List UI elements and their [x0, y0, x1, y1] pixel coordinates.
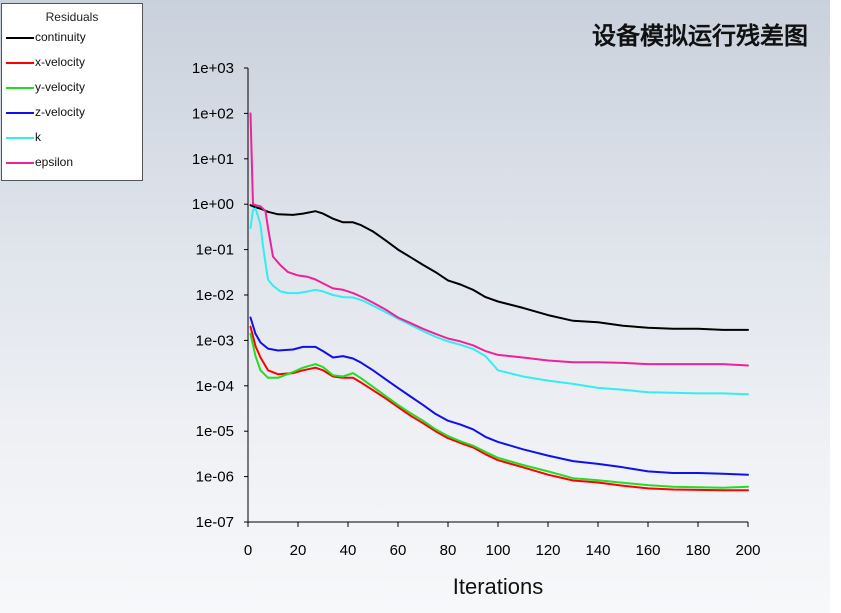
x-tick-label: 200 [735, 542, 760, 559]
legend-label: x-velocity [35, 55, 86, 69]
series-line-z-velocity [249, 316, 749, 476]
series-line-continuity [249, 204, 749, 331]
legend-swatch [6, 112, 34, 114]
series-line-x-velocity [249, 325, 749, 492]
y-tick-label: 1e-04 [196, 378, 234, 395]
chart-title: 设备模拟运行残差图 [592, 22, 808, 50]
y-tick-label: 1e+01 [192, 151, 234, 168]
legend-swatch [6, 137, 34, 139]
legend-item-z-velocity: z-velocity [2, 100, 142, 125]
y-tick-label: 1e+03 [192, 60, 234, 77]
legend-swatch [6, 162, 34, 164]
legend-item-k: k [2, 125, 142, 150]
x-tick-label: 20 [290, 542, 307, 559]
x-tick-label: 180 [685, 542, 710, 559]
legend-label: y-velocity [35, 80, 86, 94]
series-line-k [249, 207, 749, 396]
legend-swatch [6, 62, 34, 64]
x-tick-label: 140 [585, 542, 610, 559]
legend-label: k [35, 130, 41, 144]
legend-swatch [6, 87, 34, 89]
legend: Residuals continuity x-velocity y-velocity… [1, 3, 143, 181]
y-tick-label: 1e+02 [192, 105, 234, 122]
x-tick-label: 120 [535, 542, 560, 559]
legend-item-continuity: continuity [2, 25, 142, 50]
legend-label: continuity [35, 30, 86, 44]
y-tick-label: 1e-02 [196, 287, 234, 304]
legend-item-epsilon: epsilon [2, 150, 142, 175]
x-tick-label: 80 [440, 542, 457, 559]
x-tick-label: 0 [244, 542, 252, 559]
y-tick-label: 1e-05 [196, 423, 234, 440]
x-tick-label: 160 [635, 542, 660, 559]
x-axis-title: Iterations [453, 574, 544, 599]
series-line-epsilon [249, 112, 749, 367]
legend-title: Residuals [45, 10, 99, 24]
x-tick-label: 60 [390, 542, 407, 559]
x-tick-label: 100 [485, 542, 510, 559]
y-tick-label: 1e-01 [196, 242, 234, 259]
legend-item-x-velocity: x-velocity [2, 50, 142, 75]
y-tick-label: 1e-03 [196, 332, 234, 349]
legend-item-y-velocity: y-velocity [2, 75, 142, 100]
legend-label: epsilon [35, 155, 74, 169]
legend-label: z-velocity [35, 105, 86, 119]
y-tick-label: 1e-06 [196, 469, 234, 486]
x-tick-label: 40 [340, 542, 357, 559]
series-line-y-velocity [249, 332, 749, 489]
y-tick-label: 1e-07 [196, 514, 234, 531]
legend-swatch [6, 37, 34, 39]
y-tick-label: 1e+00 [192, 196, 234, 213]
